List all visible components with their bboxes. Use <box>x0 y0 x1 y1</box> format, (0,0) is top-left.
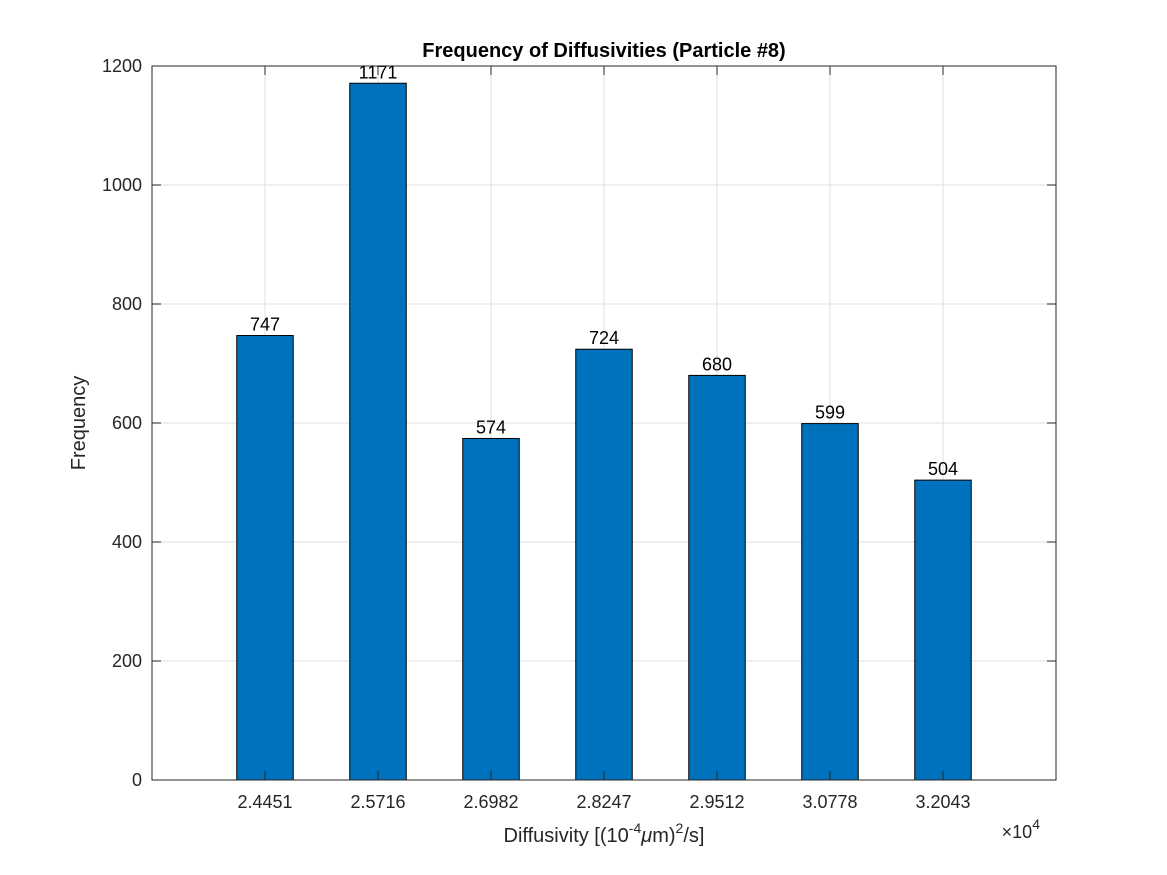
bar-value-label: 504 <box>928 459 958 479</box>
bar <box>236 335 294 781</box>
x-axis-label: Diffusivity [(10-4μm)2/s] <box>504 820 705 847</box>
bar <box>801 423 859 781</box>
x-tick-label: 2.5716 <box>350 792 405 812</box>
bar-value-label: 1171 <box>359 62 398 82</box>
bar <box>349 82 407 781</box>
bar <box>688 374 746 781</box>
bar-value-label: 747 <box>250 315 280 335</box>
bar-value-label: 680 <box>702 354 732 374</box>
y-tick-label: 1000 <box>102 175 142 195</box>
bar-value-label: 574 <box>476 417 506 437</box>
x-tick-label: 3.0778 <box>802 792 857 812</box>
bar <box>575 348 633 781</box>
bar-value-label: 599 <box>815 403 845 423</box>
y-tick-label: 0 <box>132 770 142 790</box>
y-tick-label: 400 <box>112 532 142 552</box>
bar <box>462 437 520 781</box>
x-tick-label: 2.4451 <box>237 792 292 812</box>
x-tick-label: 2.9512 <box>689 792 744 812</box>
axis-ticks: 0 200 400 600 800 1000 1200 2.4451 2.5716 2.6982 2… <box>102 56 1056 812</box>
y-tick-label: 800 <box>112 294 142 314</box>
y-tick-label: 200 <box>112 651 142 671</box>
chart-title: Frequency of Diffusivities (Particle #8) <box>422 40 785 62</box>
bar-value-label: 724 <box>589 328 619 348</box>
x-axis-multiplier: ×104 <box>1002 816 1041 842</box>
bar <box>914 479 972 781</box>
x-tick-label: 2.8247 <box>576 792 631 812</box>
bars <box>236 82 972 781</box>
x-tick-label: 3.2043 <box>915 792 970 812</box>
x-tick-label: 2.6982 <box>463 792 518 812</box>
data-labels: 747 1171 574 724 680 599 504 <box>250 62 958 479</box>
y-tick-label: 600 <box>112 413 142 433</box>
y-axis-label: Frequency <box>68 376 90 471</box>
y-tick-label: 1200 <box>102 56 142 76</box>
